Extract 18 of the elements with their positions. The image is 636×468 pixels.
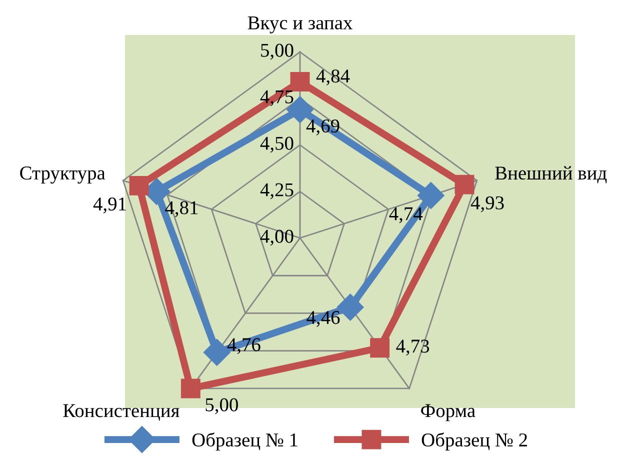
spoke-label: Форма [421, 404, 476, 422]
y-tick-label: 4,50 [260, 136, 294, 153]
data-label: 4,91 [93, 197, 126, 214]
data-label: 4,73 [396, 340, 430, 356]
spoke-label: Внешний вид [495, 166, 607, 184]
data-label: 4,46 [306, 311, 340, 327]
y-tick-label: 4,25 [260, 183, 294, 200]
spoke-label: Структура [20, 166, 106, 184]
data-label: 4,93 [470, 196, 504, 212]
y-tick-label: 4,00 [260, 230, 294, 246]
data-label: 5,00 [206, 398, 238, 414]
legend-label: Образец № 2 [422, 432, 527, 450]
spoke-label: Консистенция [63, 404, 180, 421]
data-label: 4,76 [227, 338, 260, 354]
y-tick-label: 5,00 [261, 44, 294, 60]
spoke-label: Вкус и запах [248, 16, 352, 34]
data-label: 4,84 [316, 70, 350, 86]
legend-label: Образец № 1 [192, 432, 298, 450]
